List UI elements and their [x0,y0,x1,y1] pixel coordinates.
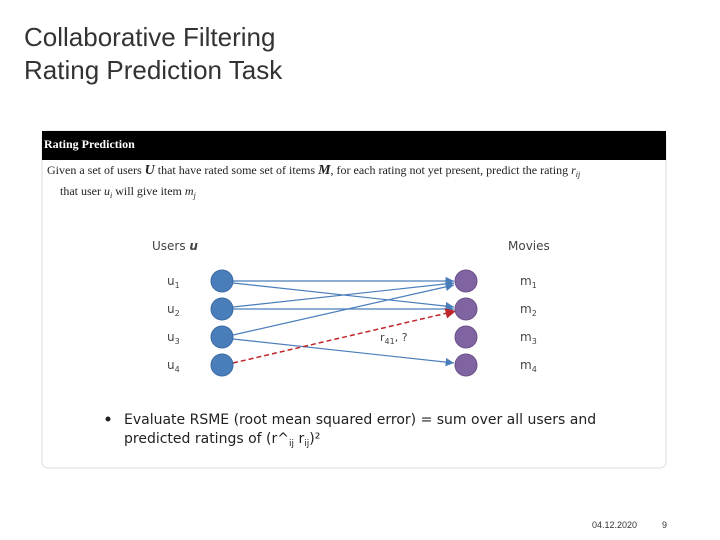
edge [232,338,455,367]
text: r [294,431,304,447]
bullet-text: predicted ratings of (r^ij rij)² [124,431,320,449]
text: ij [289,439,294,449]
title: Rating Prediction Task [24,55,283,85]
movie-label: m4 [520,358,537,374]
user-node [210,353,234,377]
text: will give item [112,184,185,198]
description: Given a set of users U that have rated s… [47,163,581,179]
movie-label: m3 [520,330,537,346]
text: u [167,302,175,316]
text: ij [304,439,309,449]
movie-node [454,353,478,377]
edge [232,279,455,308]
user-node [210,325,234,349]
text: m [520,274,532,288]
movie-label: m1 [520,274,537,290]
text: u [167,274,175,288]
edges [232,276,455,367]
text: 2 [532,309,537,318]
text: 3 [532,337,537,346]
user-label: u2 [167,302,180,318]
text: r [380,331,385,344]
movie-node [454,269,478,293]
bullet-text: Evaluate RSME (root mean squared error) … [124,412,596,428]
text: u [167,330,175,344]
user-node [210,297,234,321]
movie-node [454,297,478,321]
text: that user [60,184,104,198]
text: Given a set of users [47,163,145,177]
text: , for each rating not yet present, predi… [331,163,572,177]
user-label: u4 [167,358,180,374]
text: m [520,358,532,372]
user-node [210,269,234,293]
missing-edge [232,308,457,364]
text: 1 [532,281,537,290]
box-header [42,131,666,160]
box-heading: Rating Prediction [44,137,135,151]
text: Users [152,239,189,253]
user-label: u1 [167,274,180,290]
text: , ? [395,331,408,344]
text: j [193,191,197,200]
text: that have rated some set of items [155,163,318,177]
missing-rating: r41, ? [380,331,408,346]
text: r [571,163,576,177]
text: 4 [175,365,180,374]
text: M [317,163,331,178]
edge [232,282,455,336]
users-label: Users u [152,239,198,253]
user-label: u3 [167,330,180,346]
text: i [110,191,112,200]
description: that user ui will give item mj [60,184,197,200]
title: Collaborative Filtering [24,22,275,52]
text: predicted ratings of (r^ [124,431,289,447]
text: U [145,163,156,178]
text: m [185,184,194,198]
text: 4 [532,365,537,374]
text: m [520,302,532,316]
bullet-dot [105,416,111,422]
text: )² [309,431,320,447]
movie-label: m2 [520,302,537,318]
movies-label: Movies [508,239,550,253]
text: 1 [175,281,180,290]
text: ij [576,170,581,179]
page-number: 9 [662,520,667,530]
text: 3 [175,337,180,346]
footer-date: 04.12.2020 [592,520,637,530]
text: u [104,184,110,198]
text: u [167,358,175,372]
text: u [189,239,198,253]
text: 2 [175,309,180,318]
text: m [520,330,532,344]
movie-node [454,325,478,349]
text: 41 [385,337,395,346]
